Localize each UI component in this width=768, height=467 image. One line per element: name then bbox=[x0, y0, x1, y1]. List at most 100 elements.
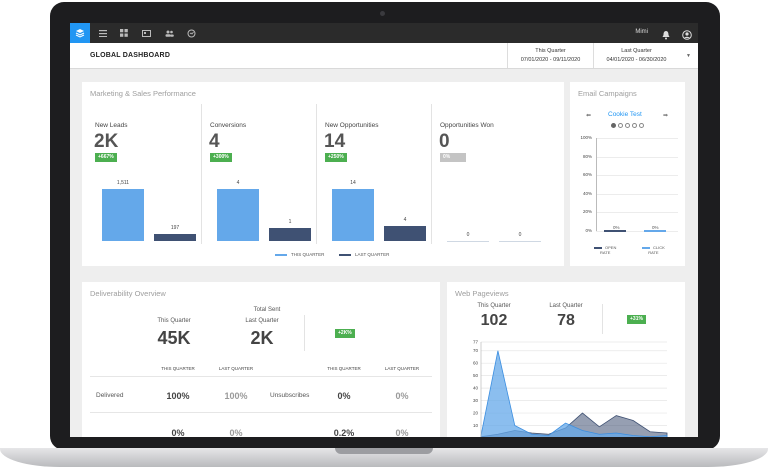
last-quarter-selector[interactable]: Last Quarter 04/01/2020 - 06/30/2020 bbox=[593, 43, 679, 68]
layers-icon[interactable] bbox=[70, 23, 90, 43]
row2-this: 0% bbox=[171, 428, 185, 437]
card-icon[interactable] bbox=[140, 27, 152, 39]
dv-this-quarter-label: This Quarter bbox=[157, 318, 191, 324]
pageviews-card-title: Web Pageviews bbox=[455, 289, 509, 298]
grid-line bbox=[596, 212, 678, 214]
grid-icon[interactable] bbox=[118, 27, 130, 39]
dv-badge: +2K% bbox=[335, 329, 355, 338]
dashboard-header: GLOBAL DASHBOARD This Quarter 07/01/2020… bbox=[70, 43, 698, 69]
divider bbox=[602, 304, 603, 334]
bar-this-quarter[interactable] bbox=[332, 189, 374, 241]
delivered-last: 100% bbox=[224, 391, 248, 401]
col-header-this: THIS QUARTER bbox=[161, 366, 195, 371]
col-header-last: LAST QUARTER bbox=[218, 366, 254, 371]
this-quarter-range: 07/01/2020 - 09/11/2020 bbox=[520, 57, 581, 63]
bar-value-label: 0 bbox=[466, 232, 470, 238]
bar-last-quarter[interactable] bbox=[384, 226, 426, 241]
bar-this-quarter[interactable] bbox=[217, 189, 259, 241]
open-rate-value: 0% bbox=[613, 225, 620, 230]
bar-value-label: 1,511 bbox=[116, 180, 130, 186]
bar-this-quarter[interactable] bbox=[447, 241, 489, 242]
delivered-this: 100% bbox=[166, 391, 190, 401]
click-rate-bar[interactable] bbox=[644, 230, 666, 232]
legend-swatch-click bbox=[642, 246, 650, 249]
marketing-card-title: Marketing & Sales Performance bbox=[90, 89, 196, 98]
chevron-down-icon[interactable]: ▼ bbox=[686, 53, 691, 59]
row-divider bbox=[90, 376, 432, 377]
bar-value-label: 4 bbox=[403, 217, 407, 224]
click-rate-legend: CLICK RATE bbox=[642, 245, 665, 255]
user-name[interactable]: Mimi bbox=[635, 29, 648, 35]
carousel-dot[interactable] bbox=[618, 123, 623, 128]
change-badge: +667% bbox=[95, 153, 117, 162]
dv-last-quarter-value: 2K bbox=[250, 328, 274, 348]
list-icon[interactable] bbox=[97, 27, 109, 39]
y-tick-label: 50 bbox=[473, 373, 479, 378]
y-tick-label: 30 bbox=[473, 398, 479, 403]
metric-value: 4 bbox=[209, 131, 220, 152]
analytics-icon[interactable] bbox=[185, 27, 197, 39]
last-quarter-label: Last Quarter bbox=[621, 48, 652, 54]
bar-last-quarter[interactable] bbox=[269, 228, 311, 241]
deliverability-card-title: Deliverability Overview bbox=[90, 289, 166, 298]
bar-value-label: 14 bbox=[350, 180, 356, 186]
legend-last-label: LAST QUARTER bbox=[355, 252, 390, 257]
legend-this-label: THIS QUARTER bbox=[291, 252, 325, 257]
carousel-dot[interactable] bbox=[625, 123, 630, 128]
carousel-dot[interactable] bbox=[639, 123, 644, 128]
row-divider bbox=[90, 412, 432, 413]
carousel-dot[interactable] bbox=[632, 123, 637, 128]
camera-dot bbox=[380, 11, 385, 16]
metric-value: 0 bbox=[439, 131, 450, 152]
row2-this-2: 0.2% bbox=[333, 428, 355, 437]
laptop-base bbox=[0, 448, 768, 467]
metric-label: Conversions bbox=[210, 122, 247, 129]
bar-last-quarter[interactable] bbox=[154, 234, 196, 241]
legend-swatch-this bbox=[275, 253, 287, 256]
total-sent-label: Total Sent bbox=[253, 307, 281, 313]
change-badge: 0% bbox=[440, 153, 466, 162]
last-quarter-range: 04/01/2020 - 06/30/2020 bbox=[606, 57, 667, 63]
people-icon[interactable] bbox=[163, 27, 175, 39]
metric-value: 14 bbox=[324, 131, 346, 152]
y-tick-label: 10 bbox=[473, 423, 479, 428]
deliverability-card: Deliverability Overview Total Sent This … bbox=[82, 282, 440, 437]
open-rate-label-1: OPEN bbox=[605, 245, 617, 250]
bar-value-label: 1 bbox=[288, 219, 292, 225]
grid-line bbox=[596, 138, 678, 139]
col-header-last-2: LAST QUARTER bbox=[384, 366, 420, 371]
y-tick-label: 60 bbox=[473, 361, 479, 366]
column-divider bbox=[316, 104, 317, 244]
column-divider bbox=[201, 104, 202, 244]
account-icon[interactable] bbox=[682, 27, 692, 45]
open-rate-bar[interactable] bbox=[604, 230, 626, 232]
page-title: GLOBAL DASHBOARD bbox=[90, 52, 171, 59]
unsub-last: 0% bbox=[395, 391, 409, 401]
marketing-sales-card: Marketing & Sales Performance THIS QUART… bbox=[82, 82, 564, 266]
series-this-quarter-area[interactable] bbox=[480, 350, 668, 437]
y-tick-label: 40% bbox=[582, 190, 592, 196]
legend-swatch-last bbox=[339, 253, 351, 256]
carousel-dot[interactable] bbox=[611, 123, 616, 128]
y-tick-label: 20% bbox=[582, 209, 592, 215]
y-tick-label: 20 bbox=[473, 411, 479, 416]
bar-value-label: 197 bbox=[170, 225, 180, 232]
grid-line bbox=[596, 175, 678, 177]
arrow-left-icon[interactable]: ⬅ bbox=[586, 113, 592, 119]
bar-last-quarter[interactable] bbox=[499, 241, 541, 242]
arrow-right-icon[interactable]: ➡ bbox=[663, 113, 669, 119]
legend-this-quarter: THIS QUARTER bbox=[275, 252, 324, 257]
metric-value: 2K bbox=[94, 131, 119, 152]
change-badge: +250% bbox=[325, 153, 347, 162]
wp-last-quarter-label: Last Quarter bbox=[549, 303, 583, 309]
bell-icon[interactable] bbox=[662, 27, 670, 45]
wp-this-quarter-value: 102 bbox=[480, 312, 508, 329]
y-tick-label: 100% bbox=[580, 135, 592, 140]
grid-line bbox=[596, 193, 678, 195]
bar-this-quarter[interactable] bbox=[102, 189, 144, 241]
y-tick-label: 70 bbox=[473, 348, 479, 353]
this-quarter-selector[interactable]: This Quarter 07/01/2020 - 09/11/2020 bbox=[507, 43, 593, 68]
wp-this-quarter-label: This Quarter bbox=[477, 303, 511, 309]
wp-badge: +31% bbox=[627, 315, 646, 324]
